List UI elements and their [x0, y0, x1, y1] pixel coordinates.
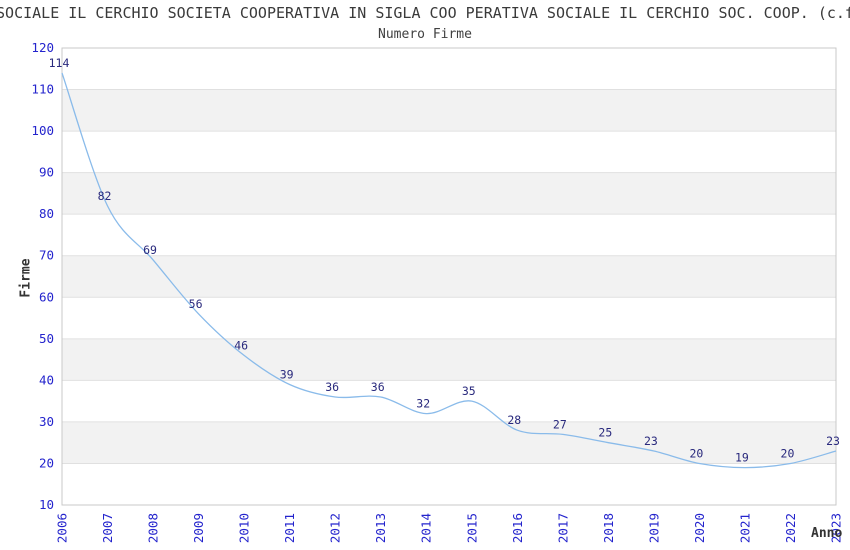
y-tick-label: 80	[39, 206, 54, 221]
x-tick-label: 2013	[373, 513, 388, 543]
point-label: 69	[143, 243, 157, 257]
point-label: 39	[280, 368, 294, 382]
x-tick-label: 2014	[419, 513, 434, 543]
point-label: 35	[462, 384, 476, 398]
x-tick-label: 2012	[328, 513, 343, 543]
point-label: 20	[781, 446, 795, 460]
chart-subtitle: Numero Firme	[378, 27, 472, 42]
chart-title: SOCIALE IL CERCHIO SOCIETA COOPERATIVA I…	[0, 4, 850, 22]
y-tick-label: 120	[31, 40, 54, 55]
grid-band	[62, 421, 836, 464]
point-label: 36	[371, 380, 385, 394]
x-tick-label: 2008	[146, 513, 161, 543]
point-label: 25	[598, 426, 612, 440]
y-tick-label: 60	[39, 289, 54, 304]
x-tick-label: 2020	[692, 513, 707, 543]
point-label: 19	[735, 451, 749, 465]
x-tick-label: 2010	[237, 513, 252, 543]
x-tick-label: 2021	[737, 513, 752, 543]
y-tick-label: 40	[39, 372, 54, 387]
y-tick-label: 30	[39, 414, 54, 429]
x-tick-label: 2009	[191, 513, 206, 543]
point-label: 46	[234, 338, 248, 352]
y-tick-label: 20	[39, 455, 54, 470]
y-tick-label: 70	[39, 248, 54, 263]
y-tick-label: 90	[39, 165, 54, 180]
x-tick-label: 2018	[601, 513, 616, 543]
grid-band	[62, 89, 836, 132]
y-tick-label: 50	[39, 331, 54, 346]
point-label: 114	[49, 56, 70, 70]
x-tick-label: 2017	[555, 513, 570, 543]
x-tick-label: 2015	[464, 513, 479, 543]
point-label: 23	[644, 434, 658, 448]
x-tick-label: 2016	[510, 513, 525, 543]
point-label: 23	[826, 434, 840, 448]
x-tick-label: 2022	[783, 513, 798, 543]
grid-band	[62, 172, 836, 215]
x-tick-label: 2007	[100, 513, 115, 543]
point-label: 82	[98, 189, 112, 203]
point-label: 27	[553, 417, 567, 431]
point-label: 28	[507, 413, 521, 427]
point-label: 56	[189, 297, 203, 311]
plot-border	[61, 47, 837, 506]
point-label: 32	[416, 397, 430, 411]
x-tick-label: 2023	[829, 513, 844, 543]
grid-band	[62, 338, 836, 381]
point-label: 20	[689, 446, 703, 460]
x-tick-label: 2019	[646, 513, 661, 543]
y-tick-label: 110	[31, 82, 54, 97]
x-axis-title: Anno	[811, 526, 843, 541]
x-tick-label: 2006	[55, 513, 70, 543]
y-tick-label: 10	[39, 497, 54, 512]
y-tick-label: 100	[31, 123, 54, 138]
x-tick-label: 2011	[282, 513, 297, 543]
point-label: 36	[325, 380, 339, 394]
series-line	[61, 72, 837, 469]
grid-band	[62, 255, 836, 298]
